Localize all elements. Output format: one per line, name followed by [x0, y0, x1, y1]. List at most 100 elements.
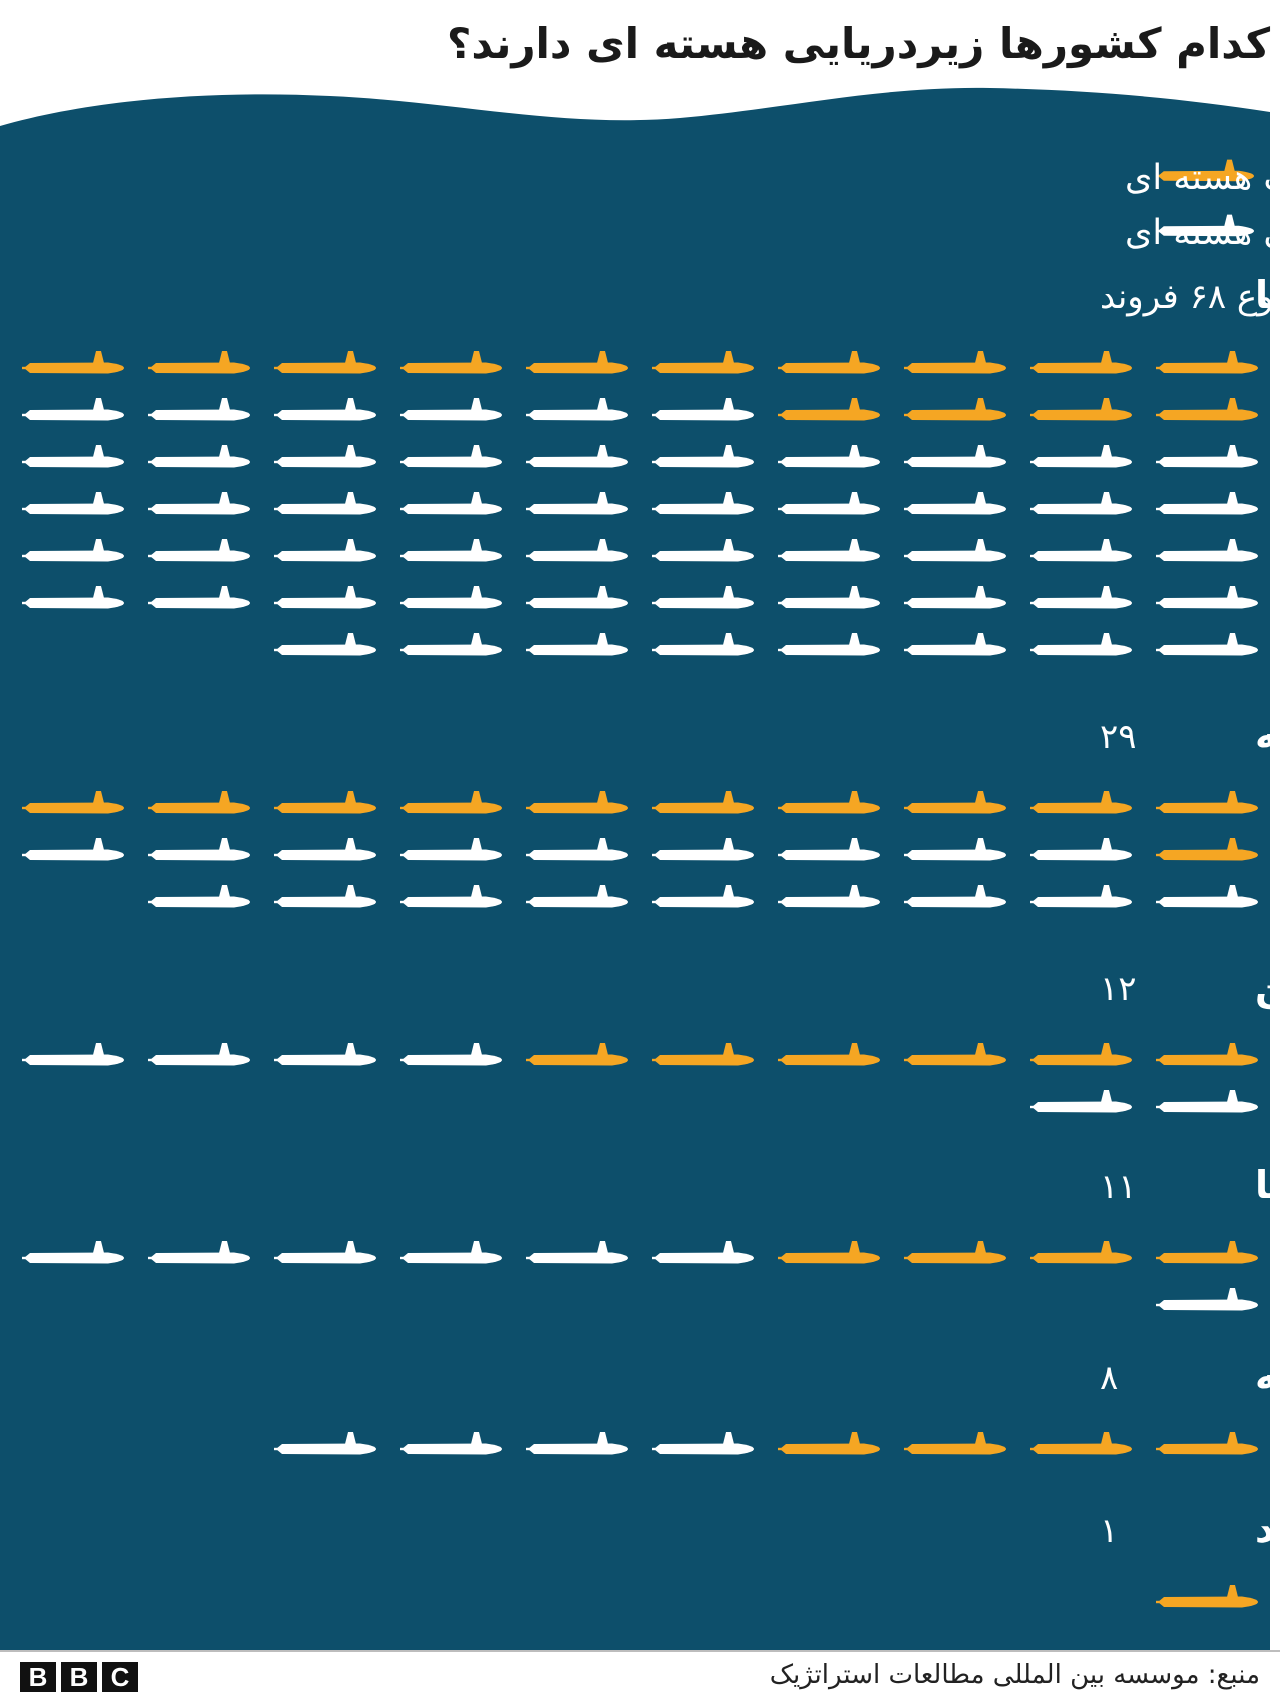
- attack-submarine-icon: [148, 585, 250, 609]
- ballistic-submarine-icon: [778, 1240, 880, 1264]
- ballistic-submarine-icon: [1030, 1042, 1132, 1066]
- attack-submarine-icon: [526, 585, 628, 609]
- footer: B B C منبع: موسسه بین المللی مطالعات است…: [0, 1650, 1280, 1698]
- attack-submarine-icon: [22, 491, 124, 515]
- attack-submarine-icon: [400, 444, 502, 468]
- attack-submarine-icon: [526, 632, 628, 656]
- country-total: ۲۹: [1100, 717, 1137, 757]
- legend-label: سایر زیردریایی های تهاجمی هسته ای: [1125, 213, 1280, 253]
- attack-submarine-icon: [1156, 444, 1258, 468]
- attack-submarine-icon: [526, 837, 628, 861]
- ballistic-submarine-icon: [1156, 1042, 1258, 1066]
- attack-submarine-icon: [526, 884, 628, 908]
- country-total: ۸: [1100, 1358, 1118, 1398]
- ballistic-submarine-icon: [1156, 350, 1258, 374]
- attack-submarine-icon: [1156, 491, 1258, 515]
- attack-submarine-icon: [1030, 538, 1132, 562]
- attack-submarine-icon: [274, 491, 376, 515]
- attack-submarine-icon: [1030, 837, 1132, 861]
- ballistic-submarine-icon: [904, 790, 1006, 814]
- ballistic-submarine-icon: [1030, 1240, 1132, 1264]
- attack-submarine-icon: [274, 1240, 376, 1264]
- attack-submarine-icon: [400, 538, 502, 562]
- attack-submarine-icon: [526, 491, 628, 515]
- ballistic-submarine-icon: [148, 350, 250, 374]
- attack-submarine-icon: [274, 1042, 376, 1066]
- ballistic-submarine-icon: [652, 350, 754, 374]
- country-groups: آمریکادر مجموع ۶۸ فروند روسیه ۲۹ چین ۱۲ بریتا…: [22, 271, 1280, 1608]
- attack-submarine-icon: [904, 632, 1006, 656]
- ballistic-submarine-icon: [652, 790, 754, 814]
- attack-submarine-icon: [652, 884, 754, 908]
- legend: زیردریایی با امکان پرتاب موشک های بالستی…: [1125, 158, 1280, 253]
- country-name: فرانسه: [1255, 1354, 1280, 1398]
- attack-submarine-icon: [526, 397, 628, 421]
- attack-submarine-icon: [400, 585, 502, 609]
- attack-submarine-icon: [652, 1431, 754, 1455]
- ballistic-submarine-icon: [778, 1431, 880, 1455]
- ballistic-submarine-icon: [22, 350, 124, 374]
- attack-submarine-icon: [652, 585, 754, 609]
- ballistic-submarine-icon: [778, 397, 880, 421]
- attack-submarine-icon: [148, 538, 250, 562]
- attack-submarine-icon: [652, 1240, 754, 1264]
- ballistic-submarine-icon: [1156, 790, 1258, 814]
- attack-submarine-icon: [274, 538, 376, 562]
- ballistic-submarine-icon: [1156, 397, 1258, 421]
- ballistic-submarine-icon: [526, 1042, 628, 1066]
- ballistic-submarine-icon: [1156, 837, 1258, 861]
- attack-submarine-icon: [400, 397, 502, 421]
- attack-submarine-icon: [400, 1042, 502, 1066]
- attack-submarine-icon: [904, 837, 1006, 861]
- attack-submarine-icon: [652, 397, 754, 421]
- attack-submarine-icon: [22, 1042, 124, 1066]
- attack-submarine-icon: [148, 1042, 250, 1066]
- attack-submarine-icon: [400, 837, 502, 861]
- attack-submarine-icon: [274, 397, 376, 421]
- attack-submarine-icon: [526, 1240, 628, 1264]
- ballistic-submarine-icon: [904, 1240, 1006, 1264]
- legend-label: زیردریایی با امکان پرتاب موشک های بالستی…: [1125, 158, 1280, 198]
- attack-submarine-icon: [652, 632, 754, 656]
- ballistic-submarine-icon: [148, 790, 250, 814]
- attack-submarine-icon: [904, 884, 1006, 908]
- ballistic-submarine-icon: [274, 350, 376, 374]
- ballistic-submarine-icon: [1030, 350, 1132, 374]
- attack-submarine-icon: [274, 1431, 376, 1455]
- ballistic-submarine-icon: [526, 790, 628, 814]
- attack-submarine-icon: [526, 444, 628, 468]
- bbc-logo-letter: B: [61, 1662, 97, 1692]
- attack-submarine-icon: [148, 1240, 250, 1264]
- country-total: در مجموع ۶۸ فروند: [1100, 277, 1280, 317]
- attack-submarine-icon: [1030, 491, 1132, 515]
- attack-submarine-icon: [526, 538, 628, 562]
- ballistic-submarine-icon: [526, 350, 628, 374]
- attack-submarine-icon: [148, 444, 250, 468]
- attack-submarine-icon: [526, 1431, 628, 1455]
- attack-submarine-icon: [274, 837, 376, 861]
- attack-submarine-icon: [22, 538, 124, 562]
- attack-submarine-icon: [148, 837, 250, 861]
- attack-submarine-icon: [400, 632, 502, 656]
- attack-submarine-icon: [1156, 632, 1258, 656]
- ballistic-submarine-icon: [904, 350, 1006, 374]
- country-name: بریتانیا: [1255, 1163, 1280, 1207]
- attack-submarine-icon: [22, 397, 124, 421]
- attack-submarine-icon: [1030, 585, 1132, 609]
- country-name: آمریکا: [1255, 271, 1280, 317]
- attack-submarine-icon: [904, 444, 1006, 468]
- ballistic-submarine-icon: [1156, 1431, 1258, 1455]
- bbc-logo: B B C: [20, 1662, 138, 1692]
- attack-submarine-icon: [22, 585, 124, 609]
- ballistic-submarine-icon: [1156, 1240, 1258, 1264]
- country-total: ۱۲: [1100, 969, 1137, 1009]
- attack-submarine-icon: [652, 538, 754, 562]
- country-name: روسیه: [1255, 713, 1280, 758]
- attack-submarine-icon: [274, 884, 376, 908]
- attack-submarine-icon: [904, 538, 1006, 562]
- attack-submarine-icon: [148, 397, 250, 421]
- attack-submarine-icon: [22, 837, 124, 861]
- ballistic-submarine-icon: [22, 790, 124, 814]
- attack-submarine-icon: [652, 491, 754, 515]
